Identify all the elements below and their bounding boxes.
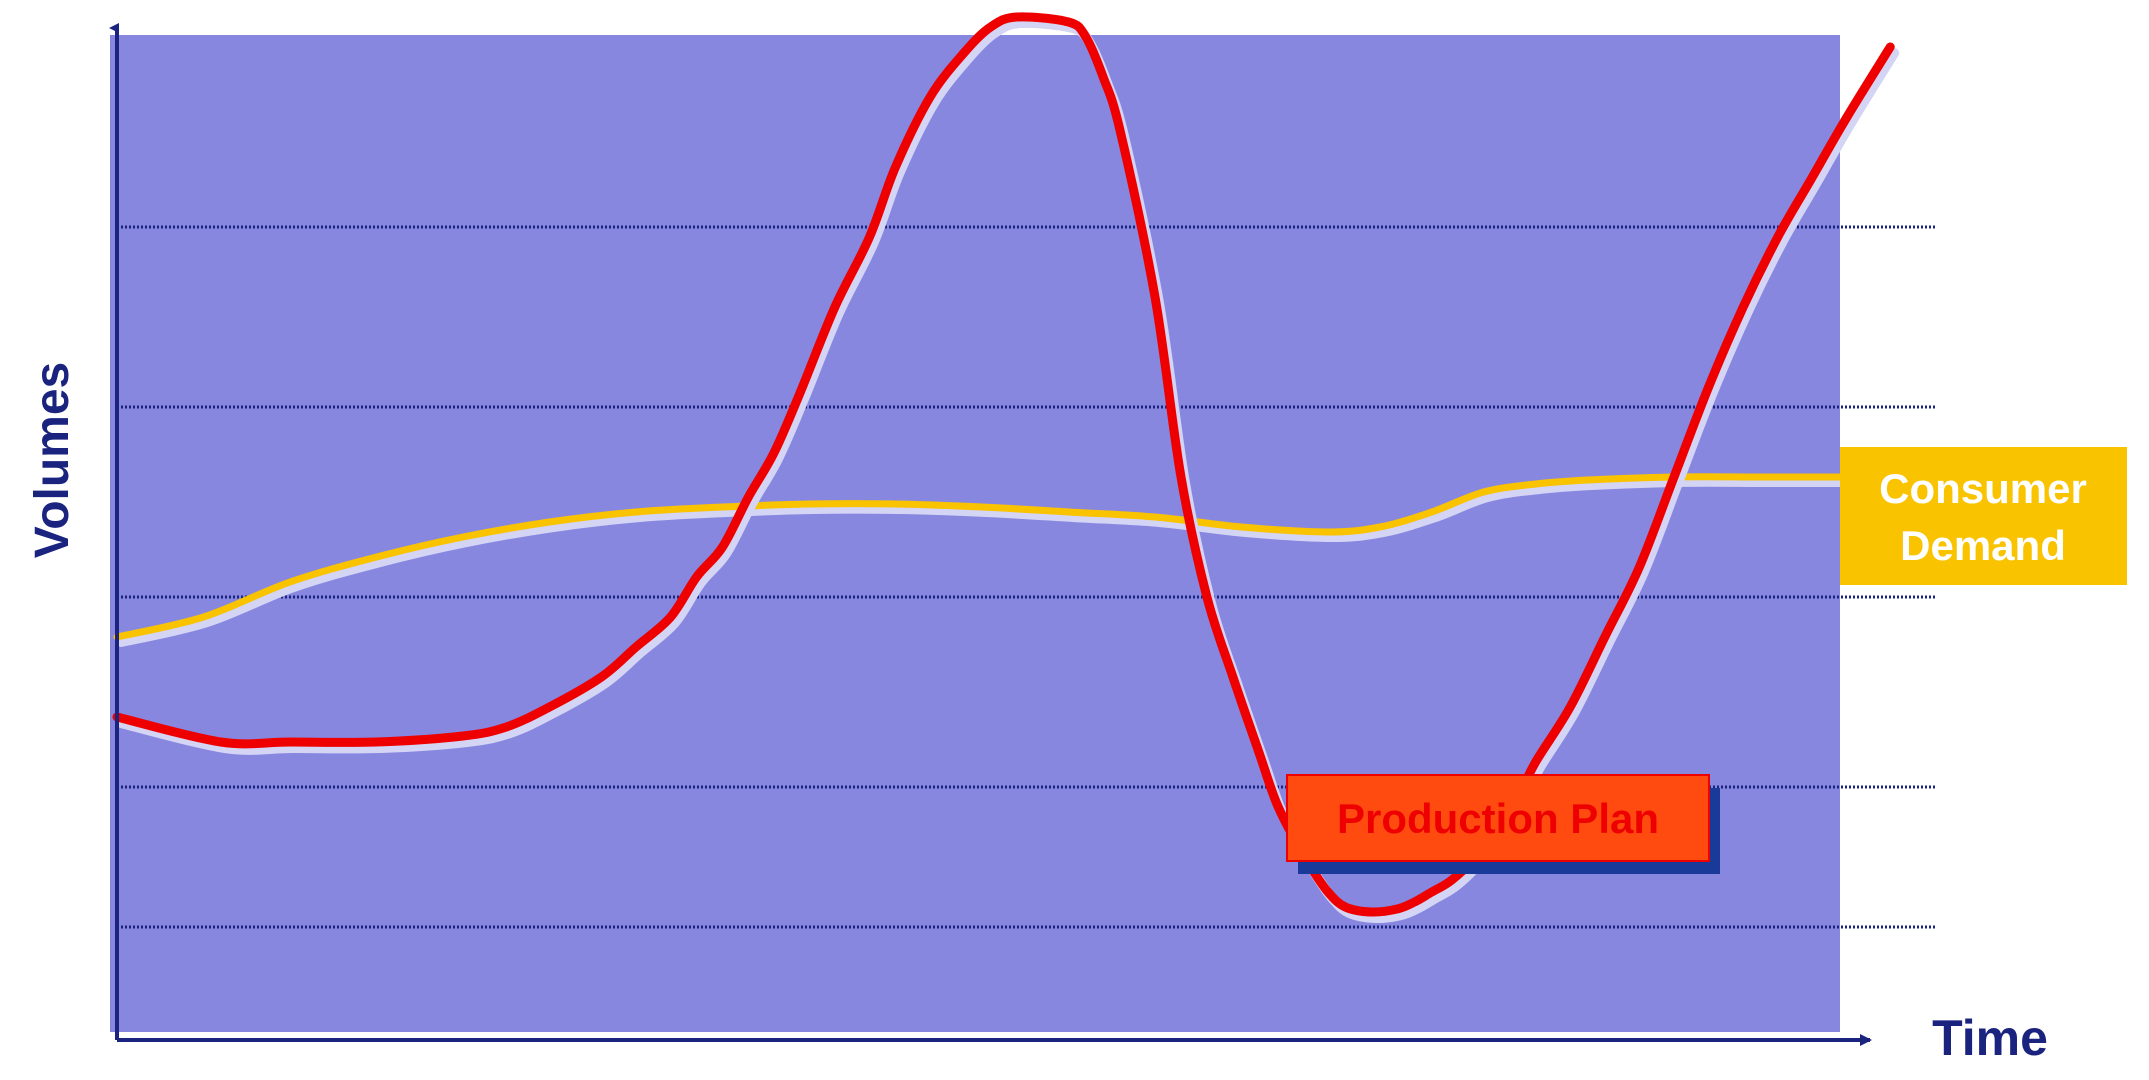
consumer-demand-label: Consumer Demand [1840,447,2127,585]
consumer-demand-line [113,473,1851,641]
consumer-demand-label-line1: Consumer [1879,465,2087,512]
consumer-demand-line-shadow [117,478,1855,647]
plot-area [110,35,1840,1032]
gridlines [117,225,1935,929]
y-axis-title: Volumes [26,362,79,559]
series-lines [112,12,1900,924]
production-plan-label: Production Plan [1286,774,1720,874]
production-plan-label-text: Production Plan [1337,795,1659,842]
x-axis-title: Time [1932,1010,2048,1066]
production-plan-line [112,12,1895,917]
consumer-demand-label-line2: Demand [1900,522,2066,569]
